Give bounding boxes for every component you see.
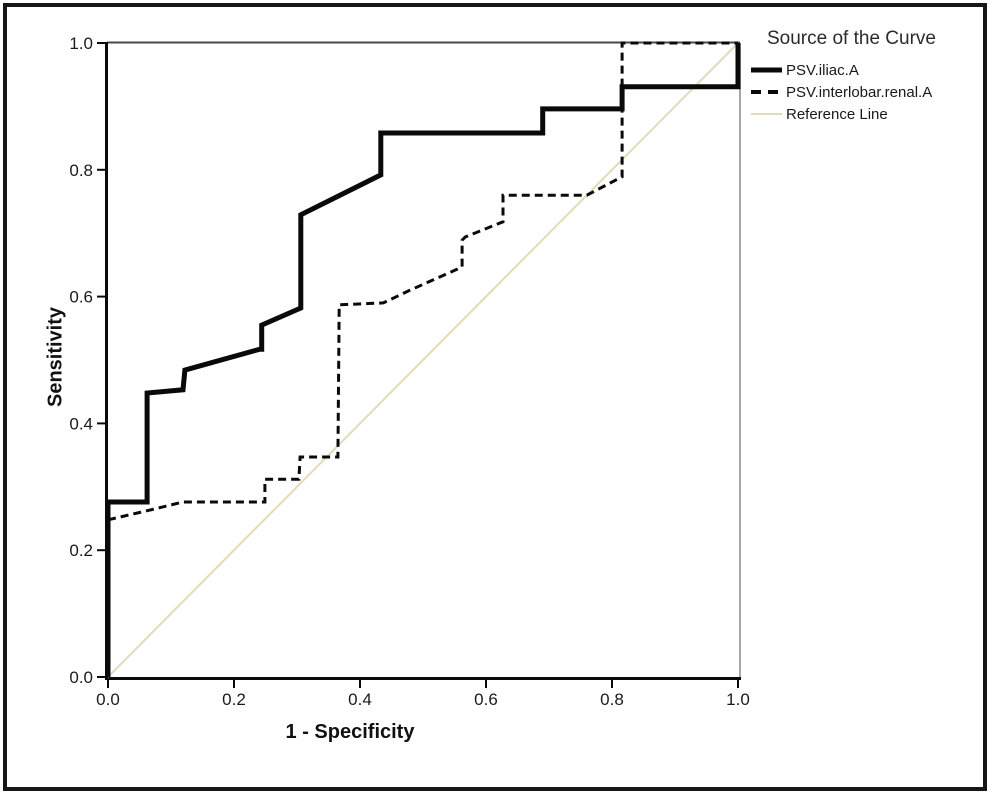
legend-item-label: Reference Line [786,105,888,123]
y-tick-label: 0.6 [69,288,93,307]
y-tick-label: 0.2 [69,541,93,560]
legend-item-label: PSV.iliac.A [786,61,859,79]
y-tick-label: 0.4 [69,414,93,433]
thin-line-swatch-icon [751,113,782,115]
legend-item-label: PSV.interlobar.renal.A [786,83,933,101]
series-psv-interlobar-renal-a [107,41,738,522]
legend-item-reference: Reference Line [750,103,980,125]
chart-series [105,41,741,678]
series-reference-line [107,42,739,678]
axis-ticks [97,42,739,688]
legend-item-psv-interlobar: PSV.interlobar.renal.A [750,81,980,103]
x-tick-label: 0.2 [222,690,246,709]
y-axis-title: Sensitivity [44,306,67,408]
x-tick-label: 0.0 [96,690,120,709]
x-axis-title: 1 - Specificity [285,721,415,743]
x-tick-label: 0.4 [348,690,372,709]
y-tick-label: 0.0 [69,668,93,687]
dashed-line-swatch-icon [751,90,782,94]
y-tick-label: 1.0 [69,34,93,53]
series-psv-iliac-a [105,43,741,677]
solid-thick-line-swatch-icon [751,67,782,73]
axis-tick-labels: 0.0 0.2 0.4 0.6 0.8 1.0 0.0 0.2 0.4 0.6 0.8 1.0 [69,34,749,709]
legend-item-psv-iliac: PSV.iliac.A [750,59,980,81]
y-tick-label: 0.8 [69,161,93,180]
legend: Source of the Curve PSV.iliac.A PSV.inte… [750,28,980,125]
legend-title: Source of the Curve [767,28,936,49]
x-tick-label: 0.8 [600,690,624,709]
x-tick-label: 0.6 [474,690,498,709]
x-tick-label: 1.0 [726,690,750,709]
